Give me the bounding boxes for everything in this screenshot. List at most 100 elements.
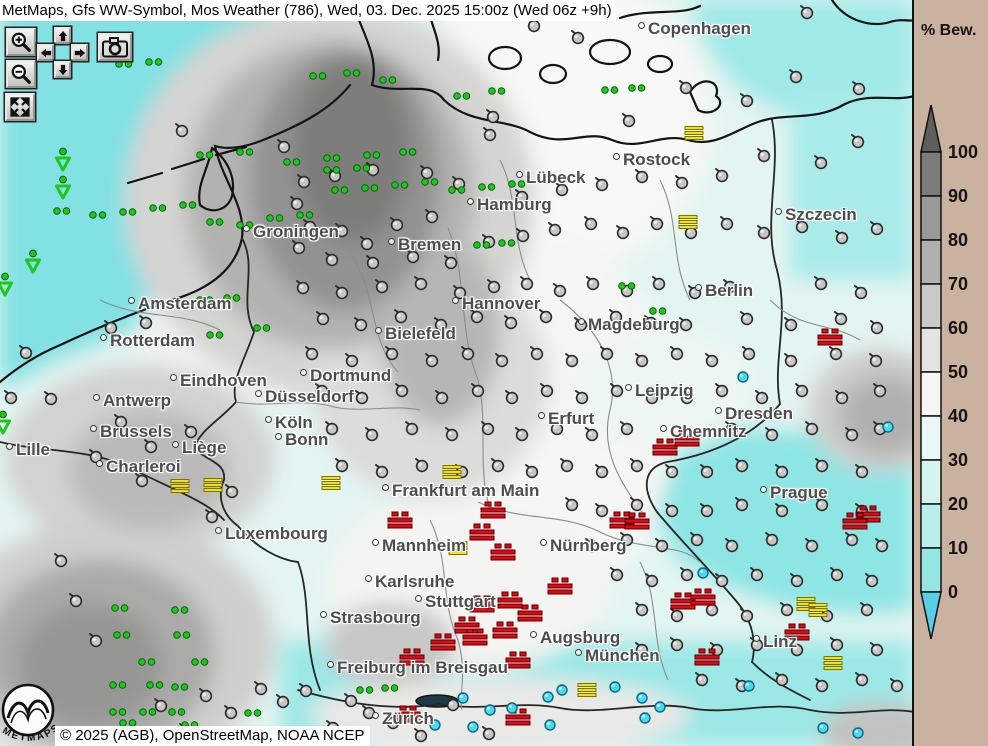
drizzle-pair-symbol — [244, 709, 263, 718]
freezing-fog-symbol — [690, 588, 716, 606]
cloud-symbol — [538, 382, 554, 398]
city-marker-icon — [93, 394, 100, 401]
cloud-symbol — [484, 108, 500, 124]
freezing-fog-symbol — [674, 429, 700, 447]
drizzle-pair-symbol — [356, 686, 375, 695]
cloud-symbol — [563, 496, 579, 512]
drizzle-pair-symbol — [171, 683, 190, 692]
cloud-symbol — [693, 671, 709, 687]
cloud-symbol — [418, 164, 434, 180]
weather-map[interactable]: Copenhagen Rostock Lübeck Hamburg Szczecin Gr… — [0, 0, 914, 746]
cloud-symbol — [314, 310, 330, 326]
city-label: Amsterdam — [128, 294, 232, 314]
city-label: Bremen — [388, 235, 461, 255]
fullscreen-button[interactable] — [5, 93, 35, 121]
cloud-symbol — [713, 382, 729, 398]
city-name: Copenhagen — [648, 19, 751, 38]
cloud-symbol — [203, 508, 219, 524]
city-marker-icon — [660, 425, 667, 432]
fog-symbol — [442, 465, 462, 480]
city-label: Luxembourg — [215, 524, 328, 544]
freezing-fog-symbol — [480, 501, 506, 519]
city-marker-icon — [415, 595, 422, 602]
cloud-symbol — [583, 426, 599, 442]
cloud-symbol — [608, 382, 624, 398]
cloud-symbol — [871, 382, 887, 398]
map-title: MetMaps, Gfs WW-Symbol, Mos Weather (786… — [0, 0, 616, 21]
city-name: Dortmund — [310, 366, 392, 385]
shower-symbol — [0, 410, 13, 436]
cloud-symbol — [798, 4, 814, 20]
city-name: Frankfurt am Main — [392, 481, 540, 500]
city-name: Köln — [275, 413, 313, 432]
snapshot-button[interactable] — [98, 33, 132, 61]
city-label: Berlin — [695, 281, 753, 301]
cloud-symbol — [763, 426, 779, 442]
cloud-symbol — [787, 68, 803, 84]
cloud-symbol — [849, 133, 865, 149]
cloud-symbol — [642, 314, 658, 330]
cloud-symbol — [618, 420, 634, 436]
city-label: Rostock — [613, 150, 690, 170]
cloud-symbol — [513, 188, 529, 204]
cloud-symbol — [573, 389, 589, 405]
drizzle-pair-symbol — [196, 296, 215, 305]
drizzle-pair-symbol — [53, 207, 72, 216]
cloud-symbol — [404, 248, 420, 264]
cloud-symbol — [412, 275, 428, 291]
cloud-symbol — [479, 420, 495, 436]
freezing-fog-symbol — [505, 651, 531, 669]
city-name: Groningen — [253, 222, 339, 241]
city-marker-icon — [365, 575, 372, 582]
city-name: Mannheim — [382, 536, 467, 555]
cloud-symbol — [633, 352, 649, 368]
cloud-symbol — [633, 168, 649, 184]
svg-text:20: 20 — [948, 494, 968, 514]
fog-symbol — [203, 478, 223, 493]
sleet-symbol — [556, 684, 569, 697]
cloud-symbol — [852, 284, 868, 300]
cloud-symbol — [42, 390, 58, 406]
cloud-symbol — [668, 607, 684, 623]
city-marker-icon — [128, 297, 135, 304]
drizzle-pair-symbol — [421, 178, 440, 187]
city-label: Dresden — [715, 404, 793, 424]
cloud-cover-scale: 100 90 80 70 60 50 40 30 20 10 0 — [915, 102, 987, 691]
city-marker-icon — [538, 412, 545, 419]
cloud-symbol — [607, 308, 623, 324]
cloud-symbol — [343, 352, 359, 368]
city-marker-icon — [715, 407, 722, 414]
city-label: Bonn — [275, 430, 328, 450]
drizzle-pair-symbol — [343, 69, 362, 78]
cloud-symbol — [813, 677, 829, 693]
cloud-symbol — [223, 483, 239, 499]
legend-title: % Bew. — [921, 22, 977, 39]
cloud-symbol — [102, 319, 118, 335]
zoom-out-button[interactable] — [6, 60, 36, 88]
cloud-symbol — [569, 29, 585, 45]
drizzle-pair-symbol — [196, 151, 215, 160]
sleet-symbol — [817, 722, 830, 735]
city-name: Antwerp — [103, 391, 171, 410]
drizzle-pair-symbol — [179, 201, 198, 210]
cloud-symbol — [485, 278, 501, 294]
pan-left-button[interactable] — [37, 44, 54, 61]
drizzle-pair-symbol — [448, 186, 467, 195]
cloud-symbol — [518, 275, 534, 291]
sleet-symbol — [882, 421, 895, 434]
zoom-in-button[interactable] — [6, 28, 36, 56]
metmaps-logo: METMAPS — [0, 682, 62, 746]
city-label: Karlsruhe — [365, 572, 454, 592]
cloud-symbol — [614, 224, 630, 240]
cloud-symbol — [643, 389, 659, 405]
cloud-symbol — [583, 537, 599, 553]
pan-up-button[interactable] — [54, 27, 71, 44]
city-name: Karlsruhe — [375, 572, 455, 591]
drizzle-pair-symbol — [236, 148, 255, 157]
cloud-symbol — [384, 714, 400, 730]
pan-right-button[interactable] — [71, 44, 88, 61]
drizzle-pair-symbol — [391, 181, 410, 190]
pan-down-button[interactable] — [54, 61, 71, 78]
sleet-symbol — [852, 727, 865, 740]
freezing-fog-symbol — [490, 543, 516, 561]
